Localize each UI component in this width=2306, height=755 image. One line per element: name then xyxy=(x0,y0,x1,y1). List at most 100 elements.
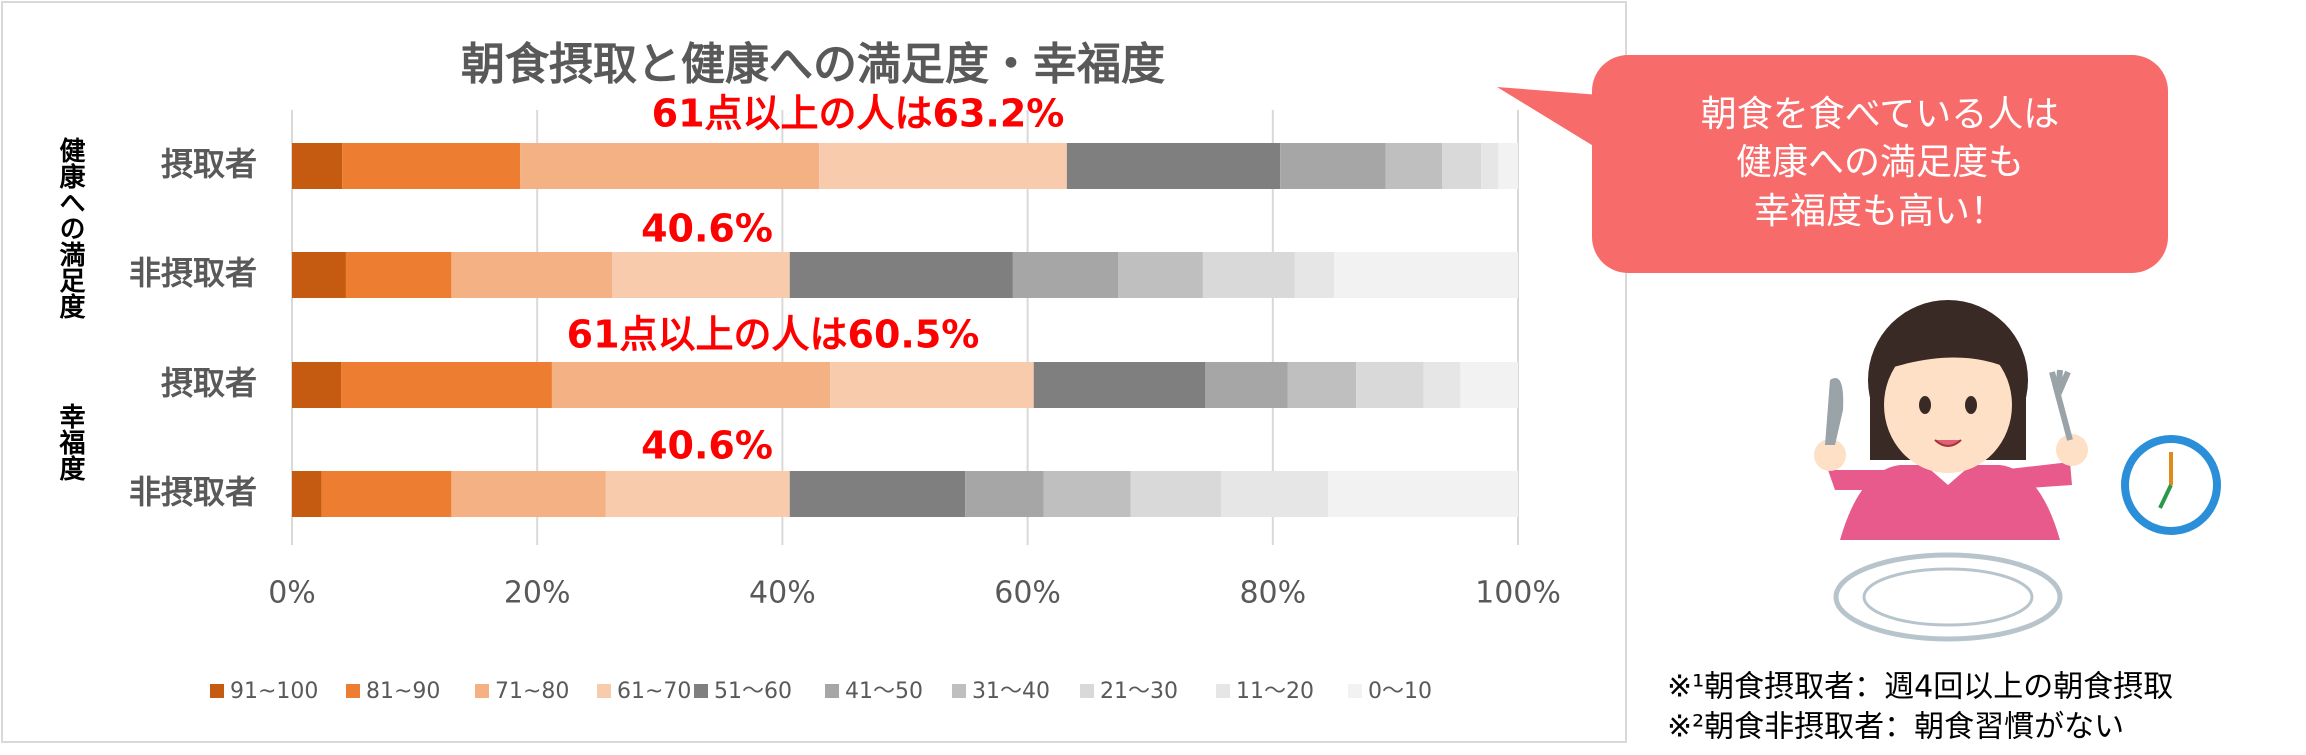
group-label: 幸福度 xyxy=(55,403,86,482)
footnote: ※²朝食非摂取者：朝食習慣がない xyxy=(1667,710,2124,745)
x-tick-label: 40% xyxy=(749,576,816,611)
legend-label: 91~100 xyxy=(230,679,318,704)
arm xyxy=(1828,470,1900,490)
x-tick-label: 20% xyxy=(504,576,571,611)
bar-segment xyxy=(520,143,820,189)
bar-segment xyxy=(292,471,322,517)
bar-segment xyxy=(1460,362,1518,408)
legend-marker xyxy=(694,684,708,698)
legend-marker xyxy=(597,684,611,698)
bar-segment xyxy=(611,252,790,298)
y-tick-label: 非摂取者 xyxy=(129,254,257,292)
callout-text: 健康への満足度も xyxy=(1736,142,2024,183)
legend-marker xyxy=(1080,684,1094,698)
legend-label: 61~70 xyxy=(617,679,691,704)
bar-segment xyxy=(1012,252,1119,298)
legend-label: 51～60 xyxy=(714,679,792,704)
legend-label: 11～20 xyxy=(1236,679,1314,704)
bar-segment xyxy=(1441,143,1482,189)
hand xyxy=(2056,434,2088,466)
knife xyxy=(1825,378,1844,445)
face xyxy=(1884,337,2012,473)
bar-segment xyxy=(1327,471,1518,517)
bar-segment xyxy=(1385,143,1442,189)
bar-segment xyxy=(551,362,831,408)
y-tick-label: 摂取者 xyxy=(161,364,257,402)
legend-label: 21～30 xyxy=(1100,679,1178,704)
bar-segment xyxy=(605,471,790,517)
legend-marker xyxy=(825,684,839,698)
bar-segment xyxy=(451,252,612,298)
legend-label: 71~80 xyxy=(495,679,569,704)
illustration xyxy=(1814,300,2221,642)
bar-segment xyxy=(1118,252,1203,298)
bar-segment xyxy=(819,143,1067,189)
bar-segment xyxy=(1205,362,1288,408)
bar-segment xyxy=(1280,143,1386,189)
bar-segment xyxy=(1130,471,1222,517)
clock-hand xyxy=(2158,484,2173,509)
arm xyxy=(2000,462,2072,490)
legend-label: 41～50 xyxy=(845,679,923,704)
footnote: ※¹朝食摂取者：週4回以上の朝食摂取 xyxy=(1667,670,2173,705)
annotation: 61点以上の人は60.5% xyxy=(567,313,980,357)
legend-marker xyxy=(952,684,966,698)
callout-box xyxy=(1592,55,2168,273)
fork xyxy=(2049,369,2073,441)
bar-segment xyxy=(1066,143,1281,189)
bar-segment xyxy=(1287,362,1357,408)
bar-segment xyxy=(1202,252,1295,298)
bar-segment xyxy=(789,471,966,517)
callout-tail xyxy=(1497,87,1600,150)
y-tick-label: 摂取者 xyxy=(161,145,257,183)
bar-segment xyxy=(1294,252,1335,298)
callout-text: 朝食を食べている人は xyxy=(1701,94,2060,135)
bar-segment xyxy=(1221,471,1328,517)
legend-marker xyxy=(346,684,360,698)
legend-marker xyxy=(210,684,224,698)
bar-segment xyxy=(1356,362,1424,408)
legend-label: 0～10 xyxy=(1368,679,1432,704)
chart-title: 朝食摂取と健康への満足度・幸福度 xyxy=(461,39,1165,90)
legend-marker xyxy=(475,684,489,698)
annotation: 61点以上の人は63.2% xyxy=(652,92,1065,136)
callout: 朝食を食べている人は 健康への満足度も 幸福度も高い！ xyxy=(1497,55,2168,273)
y-tick-label: 非摂取者 xyxy=(129,473,257,511)
bar-segment xyxy=(345,252,452,298)
bar-segment xyxy=(965,471,1044,517)
eye xyxy=(1965,396,1977,414)
bar-segment xyxy=(321,471,452,517)
plate-rim xyxy=(1862,567,2034,627)
annotation: 40.6% xyxy=(641,207,773,251)
legend-label: 31～40 xyxy=(972,679,1050,704)
bar-segment xyxy=(292,252,346,298)
group-label: 健康への満足度 xyxy=(55,137,85,320)
bar-segment xyxy=(1498,143,1518,189)
annotation: 40.6% xyxy=(641,424,773,468)
x-tick-label: 0% xyxy=(268,576,316,611)
x-tick-label: 60% xyxy=(994,576,1061,611)
bar-segment xyxy=(341,362,552,408)
mouth xyxy=(1934,439,1962,447)
bar-segment xyxy=(789,252,1013,298)
bar-segment xyxy=(451,471,606,517)
bar-segment xyxy=(1481,143,1499,189)
hand xyxy=(1814,439,1846,471)
bar-segment xyxy=(1334,252,1518,298)
callout-text: 幸福度も高い！ xyxy=(1754,191,2006,232)
x-tick-label: 80% xyxy=(1239,576,1306,611)
legend-label: 81~90 xyxy=(366,679,440,704)
bar-segment xyxy=(292,362,342,408)
bar-segment xyxy=(830,362,1034,408)
bangs xyxy=(1884,335,2012,370)
legend-marker xyxy=(1348,684,1362,698)
x-tick-label: 100% xyxy=(1475,576,1561,611)
eye xyxy=(1919,396,1931,414)
bar-segment xyxy=(1043,471,1131,517)
bar-segment xyxy=(1033,362,1206,408)
bar-segment xyxy=(342,143,521,189)
legend-marker xyxy=(1216,684,1230,698)
bar-segment xyxy=(1423,362,1461,408)
